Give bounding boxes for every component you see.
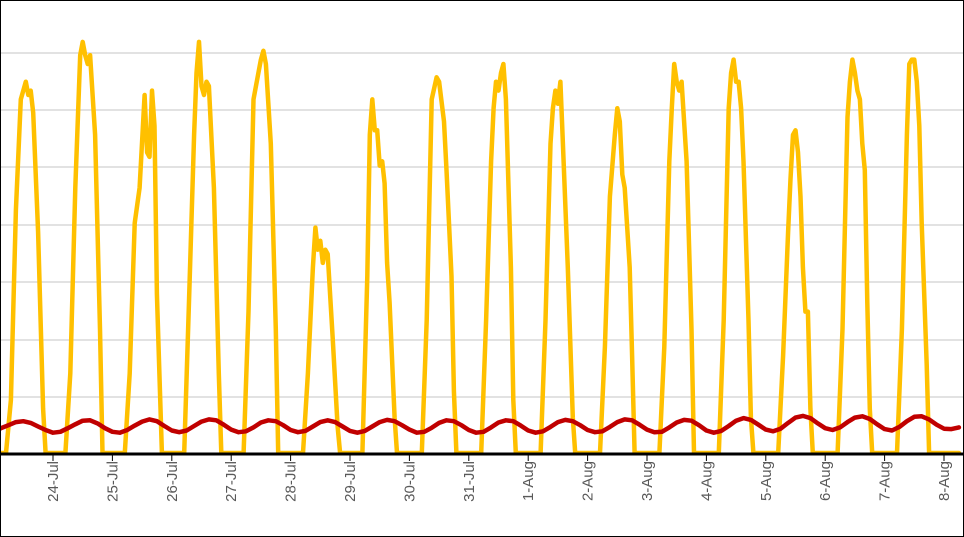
x-tick-label: 2-Aug (580, 461, 597, 501)
x-tick-label: 1-Aug (520, 461, 537, 501)
x-tick-label: 6-Aug (817, 461, 834, 501)
x-tick-label: 4-Aug (698, 461, 715, 501)
x-tick-label: 3-Aug (639, 461, 656, 501)
x-tick-label: 30-Jul (401, 461, 418, 502)
x-tick-label: 29-Jul (342, 461, 359, 502)
x-tick-label: 24-Jul (45, 461, 62, 502)
series-2-line (1, 413, 962, 435)
x-tick-label: 7-Aug (877, 461, 894, 501)
x-tick-label: 5-Aug (758, 461, 775, 501)
x-tick-label: 8-Aug (936, 461, 953, 501)
x-tick-label: 28-Jul (283, 461, 300, 502)
x-tick-label: 26-Jul (164, 461, 181, 502)
x-tick-label: 27-Jul (223, 461, 240, 502)
series-1-line (1, 39, 962, 456)
x-tick-label: 31-Jul (461, 461, 478, 502)
series-group (1, 39, 962, 456)
x-tick-label: 25-Jul (104, 461, 121, 502)
x-tick-labels: 24-Jul 25-Jul 26-Jul 27-Jul 28-Jul 29-Jul 30-J… (45, 455, 953, 502)
